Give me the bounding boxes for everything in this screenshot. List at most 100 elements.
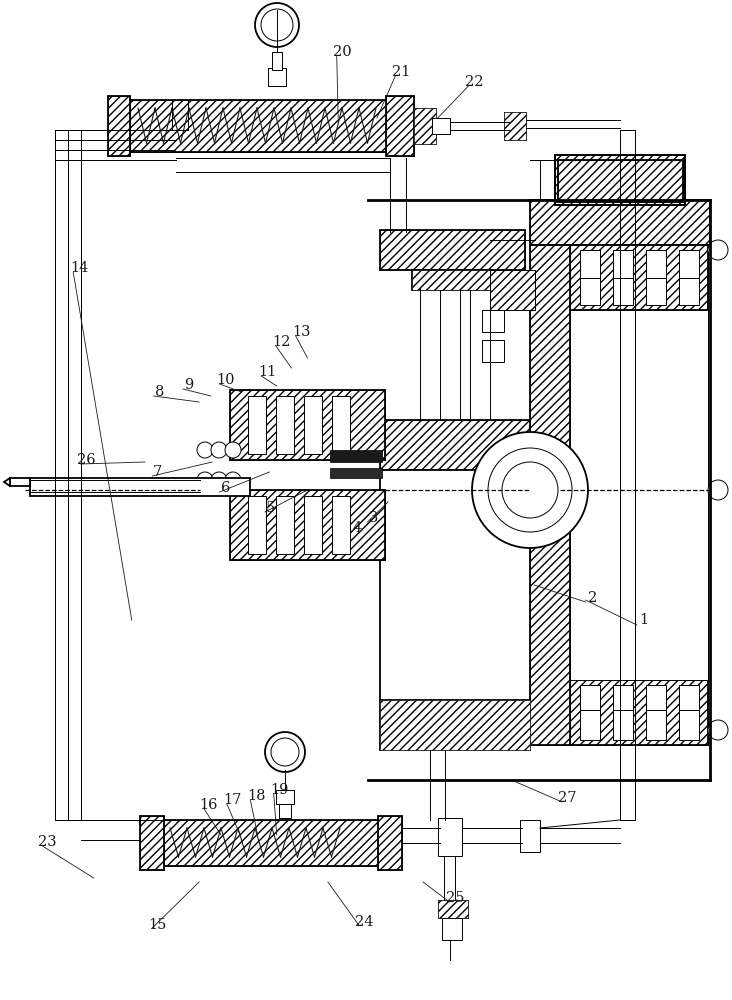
Bar bbox=[108, 96, 130, 156]
Bar bbox=[276, 790, 294, 804]
Bar bbox=[128, 100, 388, 152]
Circle shape bbox=[502, 462, 558, 518]
Bar bbox=[613, 685, 633, 740]
Circle shape bbox=[197, 442, 213, 458]
Circle shape bbox=[708, 720, 728, 740]
Bar bbox=[332, 396, 350, 454]
Bar bbox=[304, 496, 322, 554]
Bar bbox=[330, 468, 382, 478]
Circle shape bbox=[271, 738, 299, 766]
Bar bbox=[380, 470, 530, 700]
Text: 11: 11 bbox=[258, 365, 276, 379]
Text: 23: 23 bbox=[38, 835, 57, 849]
Text: 18: 18 bbox=[247, 789, 266, 803]
Bar bbox=[380, 700, 530, 750]
Bar bbox=[140, 816, 164, 870]
Bar bbox=[414, 108, 436, 144]
Bar bbox=[530, 245, 570, 745]
Bar bbox=[248, 396, 266, 454]
Bar bbox=[304, 396, 322, 454]
Bar bbox=[276, 396, 294, 454]
Bar bbox=[380, 700, 530, 750]
Bar bbox=[230, 390, 385, 460]
Text: 9: 9 bbox=[184, 378, 193, 392]
Bar bbox=[248, 496, 266, 554]
Bar bbox=[386, 96, 414, 156]
Circle shape bbox=[197, 472, 213, 488]
Circle shape bbox=[261, 9, 293, 41]
Bar bbox=[646, 685, 666, 740]
Bar bbox=[504, 112, 526, 140]
Bar bbox=[646, 250, 666, 305]
Bar bbox=[438, 818, 462, 856]
Text: 3: 3 bbox=[369, 511, 378, 525]
Circle shape bbox=[211, 442, 227, 458]
Bar bbox=[555, 155, 685, 205]
Bar bbox=[330, 450, 382, 462]
Bar bbox=[490, 270, 535, 310]
Bar bbox=[568, 680, 708, 745]
Bar bbox=[580, 685, 600, 740]
Circle shape bbox=[708, 480, 728, 500]
Bar bbox=[568, 245, 708, 310]
Text: 22: 22 bbox=[465, 75, 484, 89]
Bar bbox=[520, 820, 540, 852]
Bar bbox=[386, 96, 414, 156]
Bar bbox=[162, 820, 380, 866]
Bar bbox=[380, 700, 530, 750]
Bar bbox=[568, 310, 708, 680]
Text: 20: 20 bbox=[333, 45, 352, 59]
Circle shape bbox=[225, 442, 241, 458]
Circle shape bbox=[472, 432, 588, 548]
Bar bbox=[230, 490, 385, 560]
Text: 4: 4 bbox=[353, 521, 362, 535]
Bar bbox=[378, 816, 402, 870]
Bar bbox=[380, 230, 525, 270]
Bar bbox=[613, 250, 633, 305]
Bar bbox=[162, 820, 380, 866]
Text: 19: 19 bbox=[270, 783, 289, 797]
Bar bbox=[482, 340, 504, 362]
Text: 21: 21 bbox=[392, 65, 411, 79]
Bar bbox=[414, 108, 436, 144]
Polygon shape bbox=[4, 478, 10, 486]
Bar bbox=[30, 478, 250, 496]
Bar bbox=[412, 270, 492, 290]
Bar bbox=[558, 160, 683, 202]
Bar bbox=[438, 900, 468, 918]
Polygon shape bbox=[10, 478, 30, 486]
Bar bbox=[108, 96, 130, 156]
Bar bbox=[490, 270, 535, 310]
Bar bbox=[332, 496, 350, 554]
Text: 6: 6 bbox=[221, 481, 230, 495]
Circle shape bbox=[265, 732, 305, 772]
Bar bbox=[568, 245, 708, 310]
Circle shape bbox=[255, 3, 299, 47]
Bar bbox=[378, 816, 402, 870]
Bar bbox=[530, 200, 710, 245]
Bar bbox=[128, 100, 388, 152]
Bar bbox=[230, 390, 385, 460]
Bar bbox=[272, 52, 282, 70]
Bar bbox=[380, 420, 530, 470]
Bar bbox=[140, 816, 164, 870]
Bar bbox=[230, 490, 385, 560]
Bar bbox=[482, 310, 504, 332]
Bar bbox=[568, 680, 708, 745]
Circle shape bbox=[211, 472, 227, 488]
Bar bbox=[530, 200, 710, 245]
Text: 5: 5 bbox=[266, 501, 275, 515]
Bar bbox=[555, 155, 685, 205]
Bar bbox=[580, 250, 600, 305]
Bar bbox=[380, 420, 530, 470]
Text: 13: 13 bbox=[292, 325, 311, 339]
Bar bbox=[380, 230, 525, 270]
Text: 14: 14 bbox=[70, 261, 89, 275]
Text: 12: 12 bbox=[272, 335, 291, 349]
Text: 25: 25 bbox=[446, 891, 465, 905]
Circle shape bbox=[488, 448, 572, 532]
Text: 15: 15 bbox=[148, 918, 167, 932]
Text: 10: 10 bbox=[216, 373, 235, 387]
Text: 24: 24 bbox=[355, 915, 374, 929]
Bar bbox=[279, 804, 291, 818]
